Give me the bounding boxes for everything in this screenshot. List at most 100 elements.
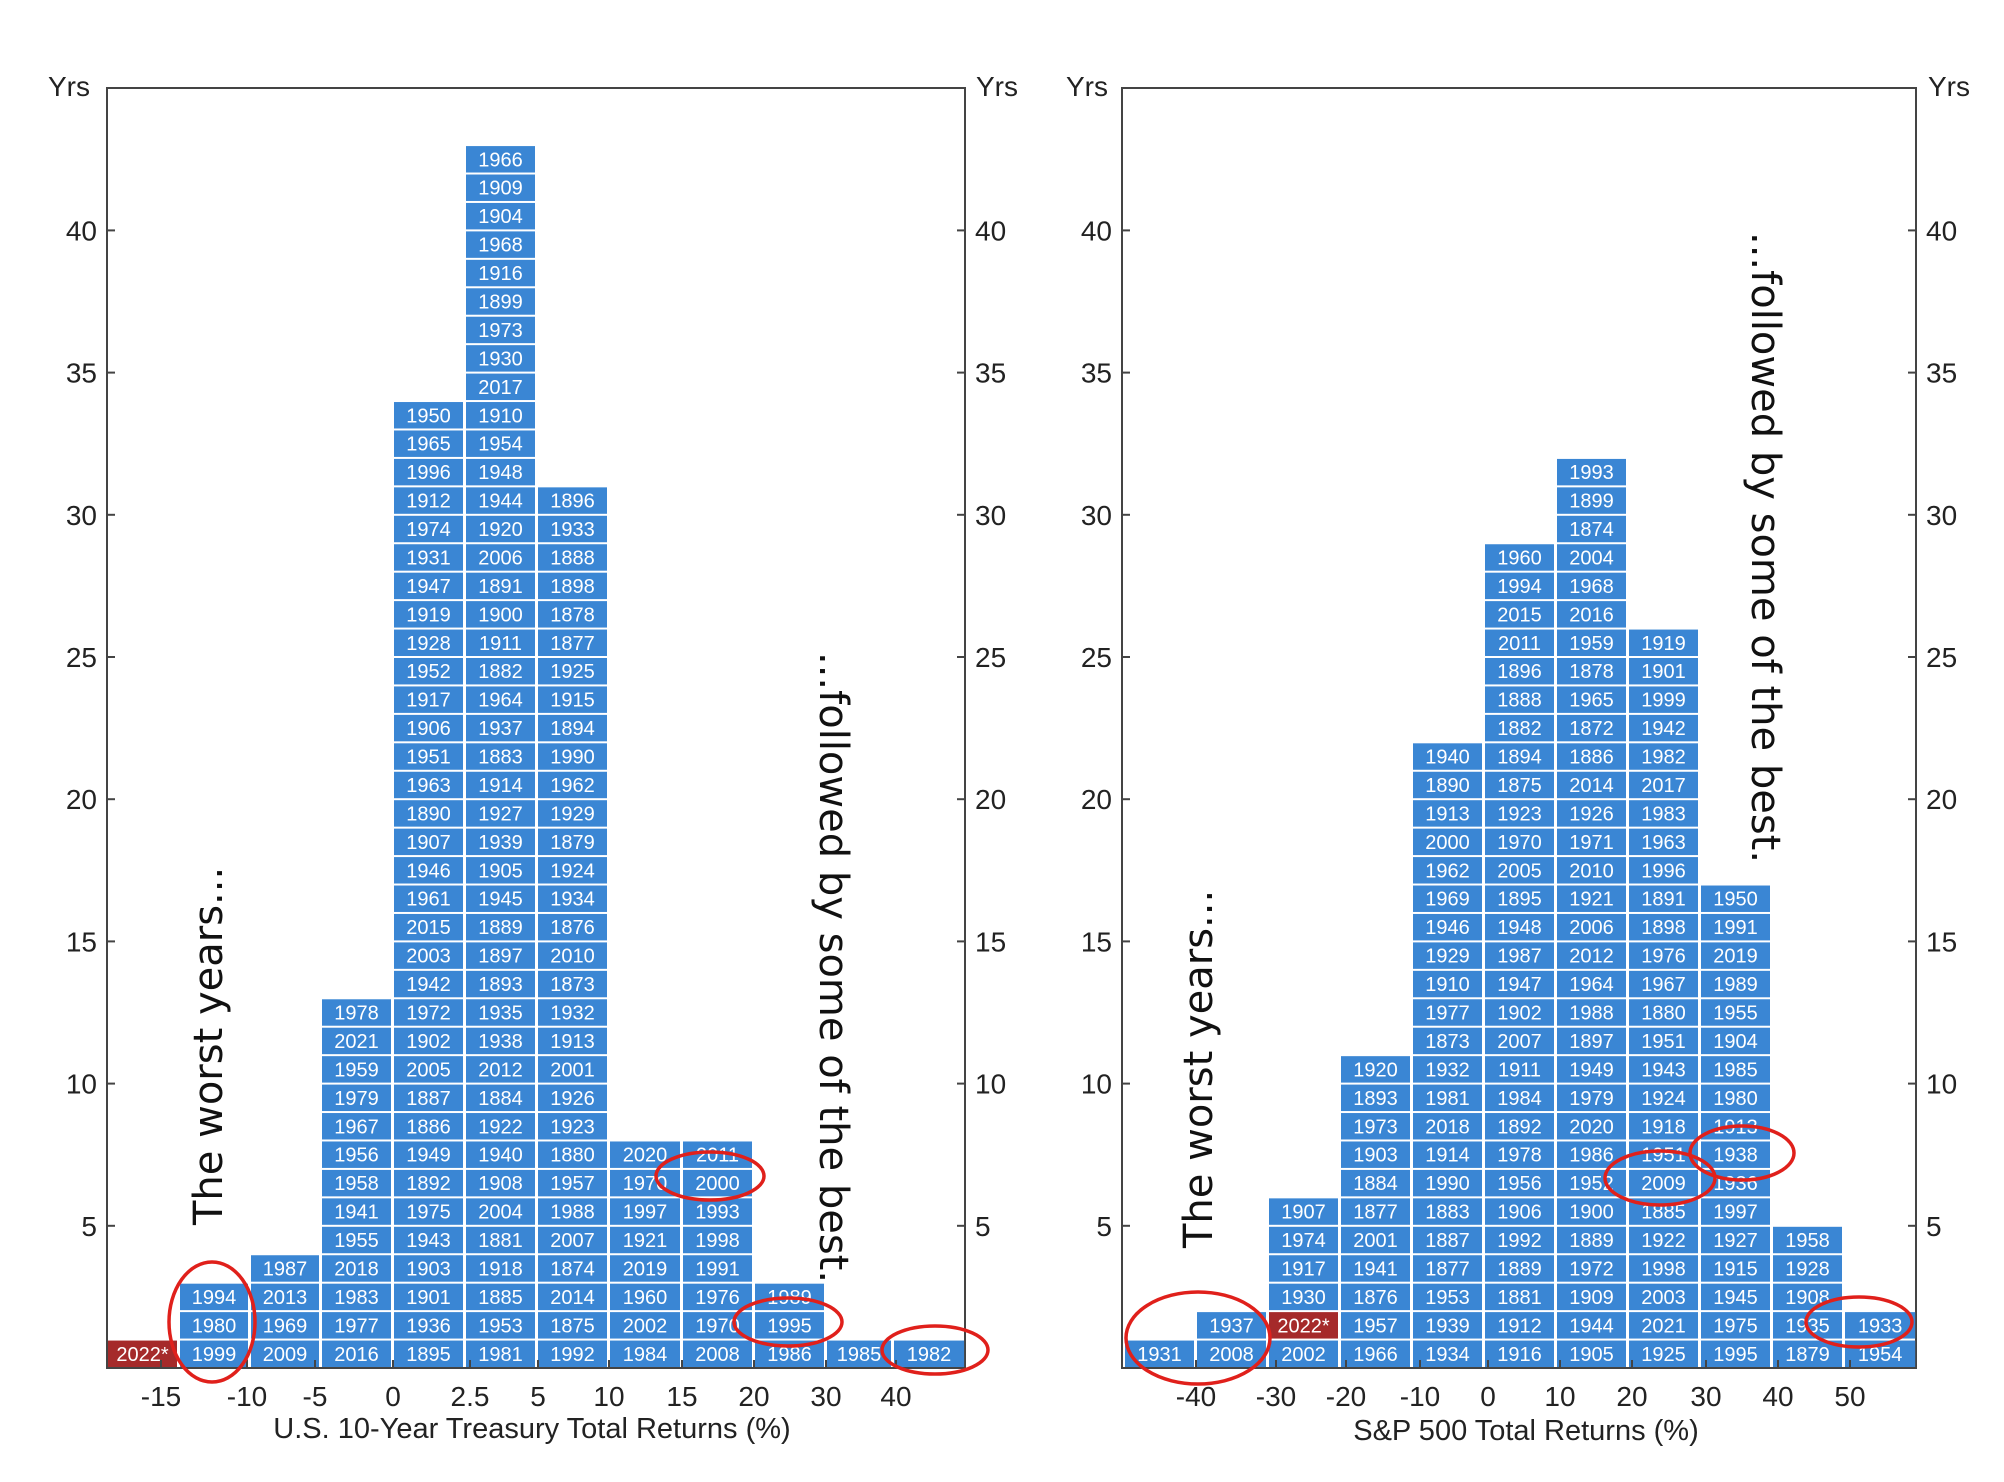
year-cell [394,487,463,514]
year-cell [322,1312,391,1339]
year-cell-label: 1916 [1497,1344,1542,1366]
year-cell-label: 1989 [1713,974,1758,996]
year-cell-label: 1893 [1353,1088,1398,1110]
year-cell-label: 1959 [1569,633,1614,655]
year-cell [466,857,535,884]
year-cell-label: 1969 [263,1315,308,1337]
year-cell [1629,1226,1698,1254]
year-cell-label: 1890 [406,803,451,825]
year-cell [1485,1226,1554,1254]
year-cell-label: 1916 [478,263,523,285]
x-tick-label: -15 [141,1381,181,1412]
x-tick-label: 40 [880,1381,911,1412]
year-cell [394,828,463,856]
year-cell [466,629,535,656]
year-cell-label: 1901 [1641,661,1686,683]
year-cell-label: 1981 [478,1344,523,1366]
year-cell-label: 1944 [1569,1315,1614,1337]
year-cell [1773,1255,1842,1282]
y-tick-label-left: 15 [1081,926,1112,957]
year-cell [1629,1283,1698,1311]
y-tick-label-left: 15 [66,926,97,957]
year-cell-label: 1880 [550,1145,595,1167]
y-tick-label-right: 25 [975,642,1006,673]
year-cell [1629,1113,1698,1140]
year-cell [538,743,607,770]
year-cell [538,1027,607,1055]
year-cell [1773,1340,1842,1367]
year-cell [1413,942,1482,969]
year-cell-label: 1949 [406,1145,451,1167]
year-cell-label: 1928 [406,633,451,655]
year-cell [394,1169,463,1197]
year-cell [466,487,535,514]
year-cell [394,1141,463,1168]
year-cell [394,857,463,884]
x-tick-label: 15 [666,1381,697,1412]
year-cell [1557,1312,1626,1339]
year-cell-label: 1931 [406,547,451,569]
year-cell-label: 1874 [1569,519,1614,541]
year-cell-label: 1982 [1641,747,1686,769]
year-cell [466,1198,535,1225]
year-cell [1557,686,1626,713]
year-cell-label: 1971 [1569,832,1614,854]
year-cell-label: 1975 [1713,1315,1758,1337]
year-cell-label: 2005 [406,1059,451,1081]
year-cell-label: 1951 [1641,1145,1686,1167]
year-cell [466,1141,535,1168]
year-cell-label: 1977 [334,1315,379,1337]
year-cell [466,1312,535,1339]
year-cell-label: 1925 [550,661,595,683]
year-cell-label: 1924 [1641,1088,1686,1110]
year-cell [1413,1056,1482,1083]
year-cell-label: 1912 [406,491,451,513]
year-cell-label: 1892 [1497,1116,1542,1138]
year-cell [538,913,607,941]
year-cell [1485,885,1554,912]
year-cell [1629,658,1698,685]
year-cell [466,601,535,628]
year-cell-label: 1953 [478,1315,523,1337]
year-cell [394,942,463,969]
year-cell-label: 1888 [550,547,595,569]
year-cell-label: 1944 [478,491,523,513]
year-cell [1557,601,1626,628]
year-cell-label: 1972 [406,1003,451,1025]
year-cell-label: 1923 [1497,803,1542,825]
year-cell-label: 1919 [406,604,451,626]
year-cell-label: 1990 [550,747,595,769]
year-cell-label: 1976 [1641,946,1686,968]
year-cell-label: 1994 [192,1287,237,1309]
year-cell-label: 1889 [1569,1230,1614,1252]
year-cell-label: 1995 [1713,1344,1758,1366]
x-tick-label: -40 [1176,1381,1216,1412]
year-cell-label: 1988 [1569,1003,1614,1025]
year-cell-label: 1981 [1425,1088,1470,1110]
year-cell [1485,629,1554,656]
year-cell-label: 1963 [1641,832,1686,854]
year-cell-label: 1918 [478,1258,523,1280]
year-cell-label: 2018 [1425,1116,1470,1138]
year-cell-label: 1910 [1425,974,1470,996]
y-tick-label-right: 20 [1926,784,1957,815]
year-cell [1269,1283,1338,1311]
year-cell [1629,885,1698,912]
y-tick-label-left: 40 [1081,215,1112,246]
year-cell-label: 1961 [406,889,451,911]
year-cell [1557,1198,1626,1225]
year-cell-label: 1934 [550,889,595,911]
year-cell-label: 1903 [1353,1145,1398,1167]
year-cell-label: 1980 [1713,1088,1758,1110]
year-cell-label: 1891 [478,576,523,598]
year-cell [1557,771,1626,799]
year-cell-label: 2007 [1497,1031,1542,1053]
year-cell [322,1113,391,1140]
year-cell [1557,629,1626,656]
y-tick-label-right: 35 [1926,358,1957,389]
year-cell-label: 1946 [406,860,451,882]
year-cell [1773,1226,1842,1254]
year-cell-label: 1969 [1425,889,1470,911]
year-cell-label: 1955 [1713,1003,1758,1025]
year-cell-label: 2013 [263,1287,308,1309]
